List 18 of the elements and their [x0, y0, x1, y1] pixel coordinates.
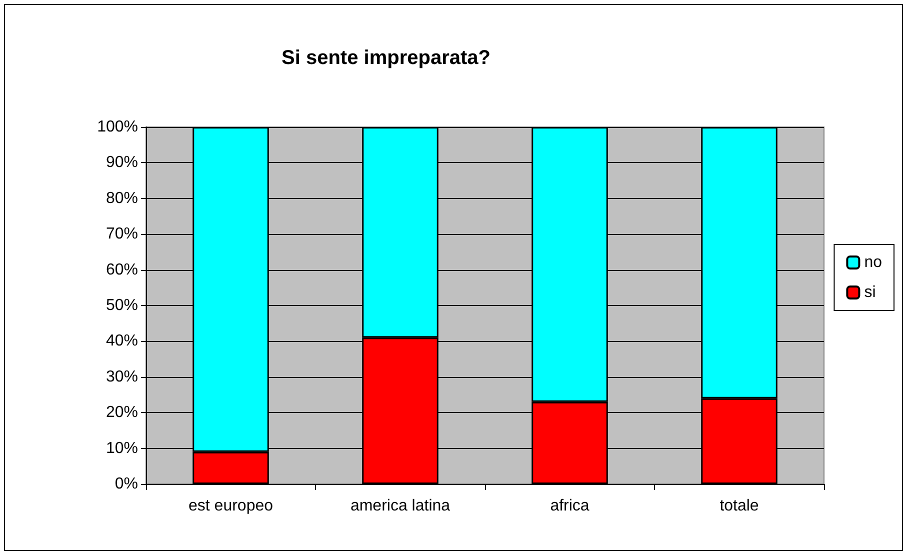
x-tick-label: africa: [550, 498, 590, 514]
y-tick-label: 80%: [106, 190, 138, 207]
y-tick-label: 70%: [106, 226, 138, 243]
x-tick-label: totale: [720, 498, 759, 514]
y-tick-label: 40%: [106, 332, 138, 350]
y-tick-label: 10%: [106, 440, 138, 457]
y-tick-label: 0%: [114, 476, 138, 492]
x-tick-label: est europeo: [188, 498, 274, 514]
x-tick-label: america latina: [350, 498, 450, 514]
legend-label: si: [864, 284, 876, 301]
y-tick-label: 30%: [106, 368, 138, 386]
chart-title: Si sente impreparata?: [282, 47, 490, 69]
y-tick-label: 100%: [97, 118, 138, 136]
legend-label: no: [864, 254, 882, 271]
y-tick-label: 90%: [106, 154, 138, 172]
y-tick-label: 60%: [106, 261, 138, 278]
y-tick-label: 50%: [106, 297, 138, 314]
y-tick-label: 20%: [106, 404, 138, 422]
